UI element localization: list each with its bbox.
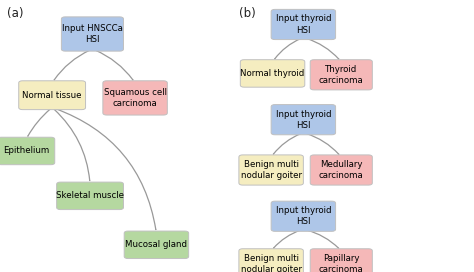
Text: Input thyroid
HSI: Input thyroid HSI [275,206,331,226]
FancyBboxPatch shape [239,155,303,185]
FancyBboxPatch shape [239,249,303,272]
FancyBboxPatch shape [62,17,123,51]
FancyBboxPatch shape [240,60,305,87]
Text: Mucosal gland: Mucosal gland [126,240,187,249]
FancyArrowPatch shape [273,134,301,154]
Text: Epithelium: Epithelium [3,146,49,156]
Text: (a): (a) [7,7,24,20]
FancyBboxPatch shape [103,81,167,115]
Text: Input thyroid
HSI: Input thyroid HSI [275,14,331,35]
FancyArrowPatch shape [306,38,339,59]
FancyBboxPatch shape [271,10,336,39]
FancyArrowPatch shape [306,230,338,248]
Text: Medullary
carcinoma: Medullary carcinoma [319,160,364,180]
Text: Skeletal muscle: Skeletal muscle [56,191,124,200]
FancyArrowPatch shape [275,38,301,59]
FancyBboxPatch shape [124,231,189,258]
Text: Benign multi
nodular goiter: Benign multi nodular goiter [241,254,301,272]
FancyArrowPatch shape [54,109,90,181]
FancyArrowPatch shape [273,230,301,248]
Text: Thyroid
carcinoma: Thyroid carcinoma [319,65,364,85]
Text: Benign multi
nodular goiter: Benign multi nodular goiter [241,160,301,180]
Text: Squamous cell
carcinoma: Squamous cell carcinoma [104,88,166,108]
FancyBboxPatch shape [310,60,373,90]
FancyArrowPatch shape [28,109,50,136]
Text: Input thyroid
HSI: Input thyroid HSI [275,110,331,130]
FancyBboxPatch shape [310,155,373,185]
Text: Papillary
carcinoma: Papillary carcinoma [319,254,364,272]
FancyBboxPatch shape [18,81,86,110]
FancyArrowPatch shape [306,134,339,154]
FancyArrowPatch shape [95,50,133,80]
Text: Normal tissue: Normal tissue [22,91,82,100]
FancyBboxPatch shape [271,201,336,231]
FancyBboxPatch shape [271,104,336,135]
Text: Input HNSCCa
HSI: Input HNSCCa HSI [62,24,123,44]
FancyArrowPatch shape [55,108,156,230]
FancyArrowPatch shape [54,50,90,80]
FancyBboxPatch shape [57,182,123,209]
FancyBboxPatch shape [310,249,373,272]
Text: (b): (b) [239,7,256,20]
Text: Normal thyroid: Normal thyroid [240,69,305,78]
FancyBboxPatch shape [0,137,55,165]
